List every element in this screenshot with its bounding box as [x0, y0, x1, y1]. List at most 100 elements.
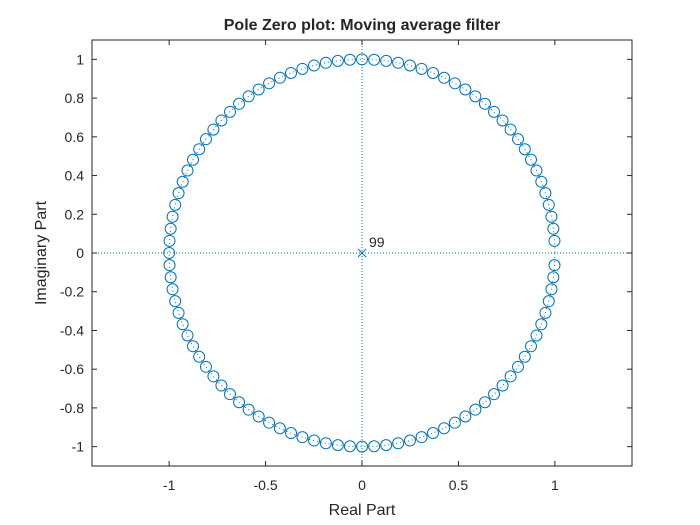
zero-marker [343, 53, 356, 66]
zero-marker [548, 234, 561, 247]
zero-marker [539, 187, 552, 200]
data-marks [163, 53, 561, 453]
zero-marker [181, 329, 194, 342]
zero-marker [242, 90, 255, 103]
zero-marker [166, 283, 179, 296]
zero-marker [319, 437, 332, 450]
zero-marker [181, 164, 194, 177]
zero-marker [415, 62, 428, 75]
y-tick-label: -1 [72, 439, 85, 455]
zero-marker [368, 440, 381, 453]
zero-marker [252, 83, 265, 96]
zero-marker [478, 97, 491, 110]
zero-marker [331, 439, 344, 452]
zero-marker [169, 198, 182, 211]
y-tick-label: 0.8 [65, 90, 85, 106]
zero-marker [163, 259, 176, 272]
zero-marker [542, 295, 555, 308]
zero-marker [488, 388, 501, 401]
pole-marker [357, 248, 367, 258]
zero-marker [478, 396, 491, 409]
zero-marker [223, 105, 236, 118]
zero-marker [199, 133, 212, 146]
zero-marker [263, 416, 276, 429]
zero-marker [285, 427, 298, 440]
y-tick-label: 1 [76, 51, 84, 67]
zero-marker [207, 370, 220, 383]
zero-marker [343, 440, 356, 453]
zero-marker [518, 350, 531, 363]
zero-marker [426, 427, 439, 440]
zero-marker [438, 422, 451, 435]
zero-marker [504, 123, 517, 136]
zero-marker [296, 431, 309, 444]
y-tick-label: 0.4 [65, 168, 85, 184]
zero-marker [166, 210, 179, 223]
zero-marker [518, 143, 531, 156]
zero-marker [186, 340, 199, 353]
pole-multiplicity-label: 99 [369, 234, 385, 250]
zero-marker [163, 234, 176, 247]
x-tick-label: -1 [163, 477, 176, 493]
zero-marker [448, 77, 461, 90]
zero-marker [415, 431, 428, 444]
zero-marker [504, 370, 517, 383]
zero-marker [525, 340, 538, 353]
zero-marker [296, 62, 309, 75]
ticks: -1 -0.5 0 0.5 1 1 0.8 0.6 0.4 0.2 0 -0.2 -0.4 -0.6 -0.… [60, 40, 632, 493]
zero-marker [172, 187, 185, 200]
zero-marker [496, 379, 509, 392]
zero-marker [542, 198, 555, 211]
zero-marker [193, 350, 206, 363]
y-tick-label: -0.6 [60, 361, 84, 377]
zero-marker [207, 123, 220, 136]
chart-title: Pole Zero plot: Moving average filter [224, 17, 501, 34]
zero-marker [263, 77, 276, 90]
zero-marker [438, 71, 451, 84]
zero-marker [525, 153, 538, 166]
zero-marker [193, 143, 206, 156]
zero-marker [252, 410, 265, 423]
zero-marker [380, 439, 393, 452]
zero-marker [233, 97, 246, 110]
zero-marker [163, 247, 176, 259]
zero-marker [164, 271, 177, 284]
zero-marker [380, 54, 393, 67]
x-tick-label: 0.5 [449, 477, 469, 493]
zero-marker [469, 403, 482, 416]
zero-marker [285, 66, 298, 79]
zero-marker [512, 360, 525, 373]
unit-circle [168, 58, 556, 448]
zero-marker [308, 434, 321, 447]
zero-marker [459, 410, 472, 423]
zero-marker [273, 422, 286, 435]
zero-marker [496, 114, 509, 127]
zero-marker [469, 90, 482, 103]
zero-marker [186, 153, 199, 166]
zero-marker [356, 440, 368, 453]
zero-marker [530, 164, 543, 177]
x-tick-label: 0 [358, 477, 366, 493]
zero-marker [176, 175, 189, 188]
zero-marker [319, 56, 332, 69]
zero-marker [539, 306, 552, 319]
zero-marker [215, 379, 228, 392]
zero-marker [530, 329, 543, 342]
pole-marker-stroke [357, 248, 367, 258]
y-tick-label: 0.6 [65, 129, 85, 145]
y-axis-label: Imaginary Part [33, 200, 50, 305]
zero-marker [392, 56, 405, 69]
zero-marker [545, 210, 558, 223]
zero-marker [535, 175, 548, 188]
zero-marker [223, 388, 236, 401]
zero-marker [242, 403, 255, 416]
y-tick-label: 0 [76, 245, 84, 261]
zero-marker [403, 59, 416, 72]
zero-marker [488, 105, 501, 118]
x-axis-label: Real Part [329, 502, 396, 519]
zero-marker [548, 259, 561, 272]
zero-marker [176, 318, 189, 331]
zero-marker [426, 66, 439, 79]
zero-marker [368, 53, 381, 66]
y-tick-label: -0.8 [60, 400, 84, 416]
